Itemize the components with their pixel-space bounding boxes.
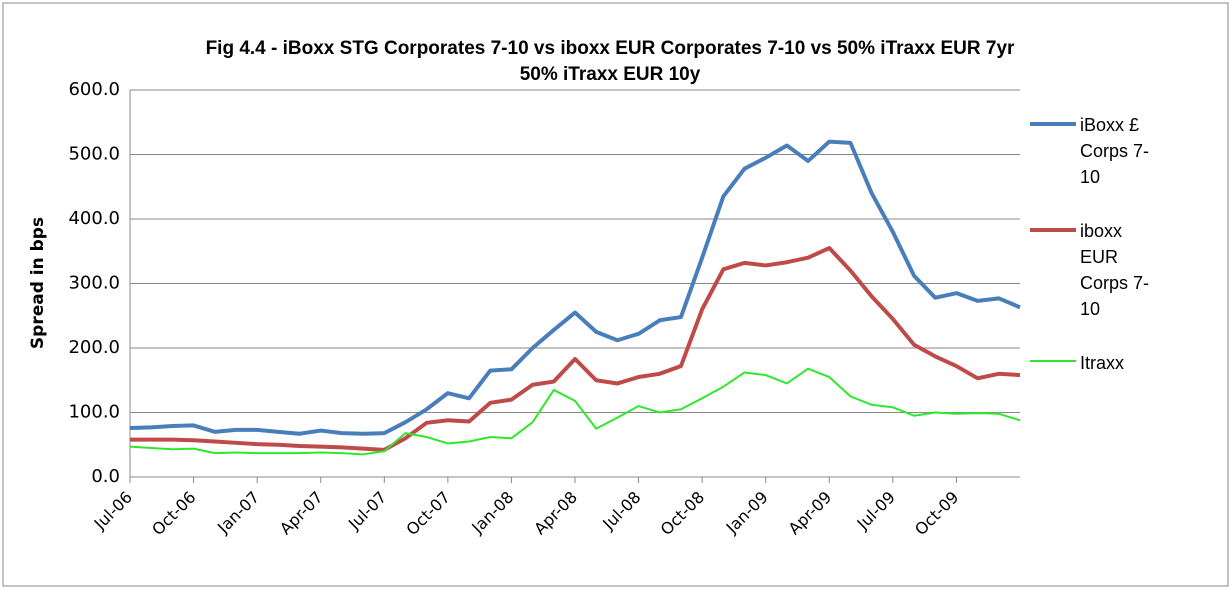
legend-label: Itraxx bbox=[1080, 353, 1125, 373]
legend-swatch bbox=[1030, 360, 1076, 362]
chart-title: Fig 4.4 - iBoxx STG Corporates 7-10 vs i… bbox=[205, 38, 1015, 85]
x-tick-label: Apr-09 bbox=[785, 488, 836, 539]
y-tick-label: 500.0 bbox=[68, 144, 120, 165]
x-tick-label: Jul-09 bbox=[853, 488, 899, 534]
legend-label: iboxx EUR Corps 7-10 bbox=[1080, 221, 1150, 319]
legend: iBoxx £ Corps 7-10 iboxx EUR Corps 7-10 It… bbox=[1030, 112, 1220, 404]
legend-item: iboxx EUR Corps 7-10 bbox=[1030, 218, 1220, 322]
y-tick-label: 0.0 bbox=[91, 466, 120, 487]
x-tick-label: Jul-07 bbox=[344, 488, 390, 534]
x-tick-label: Jan-07 bbox=[213, 488, 263, 538]
x-tick-label: Oct-06 bbox=[148, 488, 199, 539]
x-tick-label: Jan-09 bbox=[722, 488, 772, 538]
legend-swatch bbox=[1030, 122, 1076, 126]
y-axis-label: Spread in bps bbox=[28, 217, 48, 349]
legend-swatch bbox=[1030, 228, 1076, 232]
x-tick-label: Jul-06 bbox=[90, 488, 136, 534]
series-line bbox=[129, 139, 1021, 436]
x-tick-label: Apr-08 bbox=[530, 488, 581, 539]
series-line bbox=[130, 246, 1021, 452]
y-tick-label: 200.0 bbox=[68, 337, 120, 358]
legend-item: Itraxx bbox=[1030, 350, 1220, 376]
x-tick-label: Oct-07 bbox=[402, 488, 453, 539]
y-tick-label: 300.0 bbox=[68, 273, 120, 294]
x-tick-label: Jul-08 bbox=[598, 488, 644, 534]
y-tick-label: 600.0 bbox=[68, 79, 120, 100]
legend-item: iBoxx £ Corps 7-10 bbox=[1030, 112, 1220, 190]
x-tick-label: Oct-08 bbox=[657, 488, 708, 539]
legend-label: iBoxx £ Corps 7-10 bbox=[1080, 115, 1150, 187]
x-tick-label: Jan-08 bbox=[467, 488, 517, 538]
series-line bbox=[129, 367, 1021, 456]
x-tick-label: Apr-07 bbox=[276, 488, 327, 539]
x-tick-label: Oct-09 bbox=[911, 488, 962, 539]
y-tick-label: 400.0 bbox=[68, 208, 120, 229]
y-tick-label: 100.0 bbox=[68, 402, 120, 423]
